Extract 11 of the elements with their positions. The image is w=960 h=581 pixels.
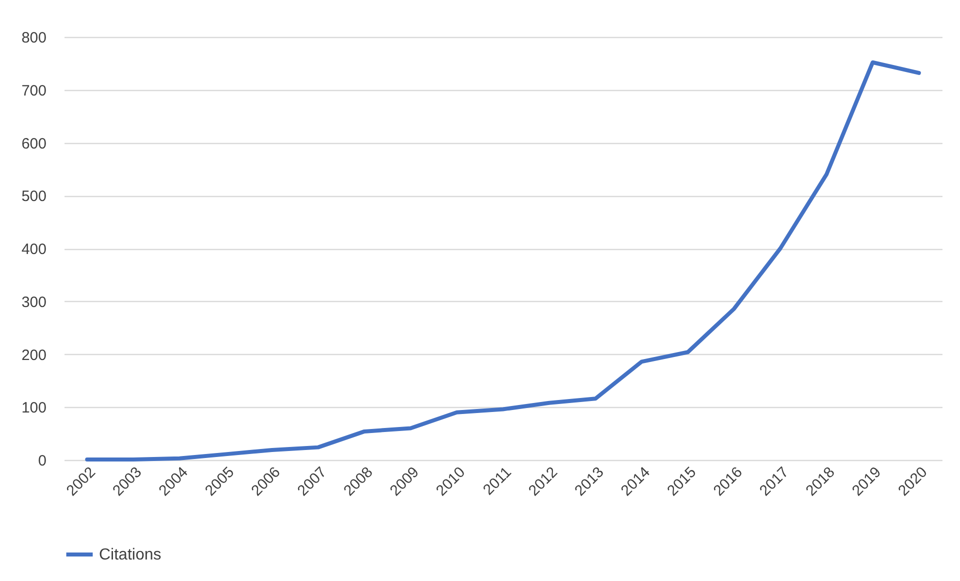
y-tick-label: 800 (21, 30, 46, 46)
y-tick-label: 300 (21, 294, 46, 311)
y-tick-label: 500 (21, 188, 46, 206)
legend-label: Citations (99, 546, 162, 564)
y-tick-label: 700 (21, 82, 46, 100)
y-tick-label: 0 (38, 452, 46, 470)
y-tick-label: 100 (21, 400, 46, 417)
y-tick-label: 600 (21, 135, 46, 152)
y-tick-label: 200 (21, 346, 46, 364)
line-series (85, 60, 921, 462)
y-tick-label: 400 (21, 241, 46, 258)
